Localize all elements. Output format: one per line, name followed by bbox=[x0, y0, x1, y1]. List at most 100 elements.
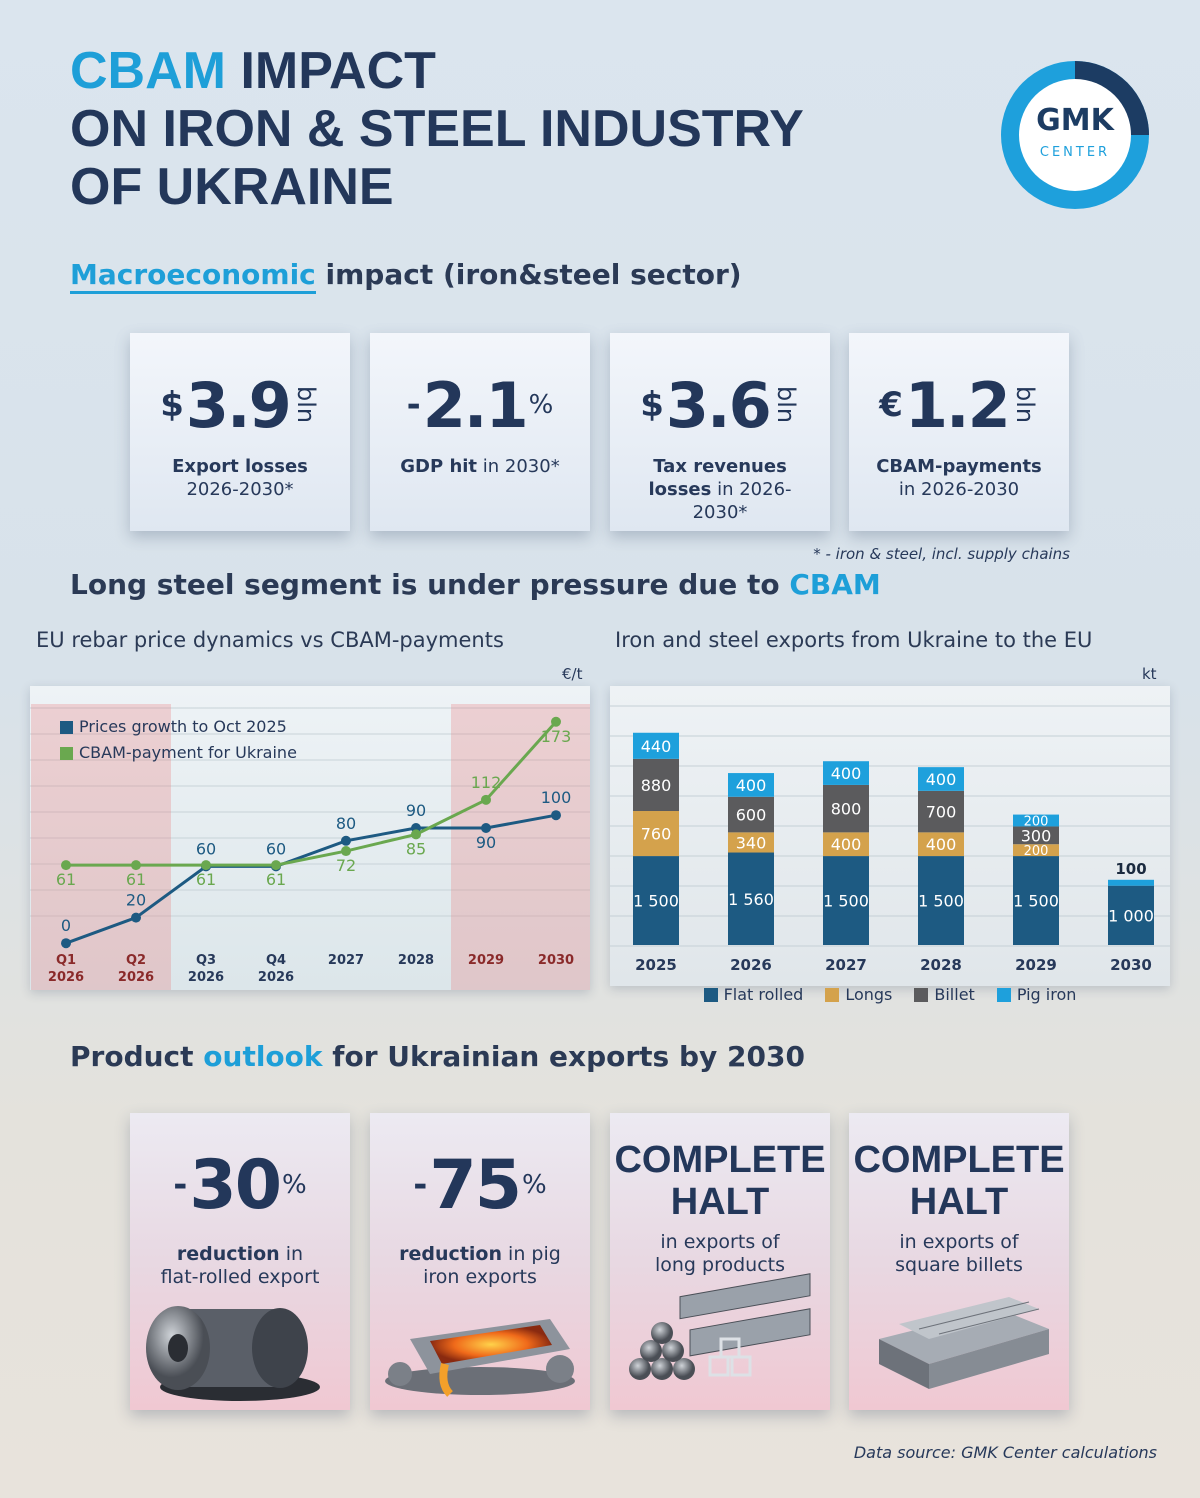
title-line: OF UKRAINE bbox=[70, 158, 394, 216]
value-label: 112 bbox=[471, 773, 502, 792]
illustration bbox=[629, 1273, 811, 1380]
outlook-label-text: in pig iron exports bbox=[423, 1243, 561, 1288]
shaded-range bbox=[31, 704, 171, 990]
bar-segment bbox=[1108, 885, 1154, 945]
point bbox=[481, 794, 491, 805]
value-label: 60 bbox=[266, 839, 286, 858]
x-tick-label: 2029 bbox=[1015, 956, 1057, 974]
value-label: 72 bbox=[336, 856, 356, 875]
value-label: 880 bbox=[641, 776, 672, 795]
outlook-card: -30% reduction in flat-rolled export bbox=[130, 1113, 350, 1410]
kpi-unit: bln bbox=[771, 386, 800, 424]
illustration bbox=[385, 1319, 575, 1397]
section-heading: Long steel segment is under pressure due… bbox=[70, 568, 881, 601]
bar-segment bbox=[823, 856, 869, 945]
point bbox=[481, 823, 491, 833]
kpi-prefix: € bbox=[879, 385, 903, 425]
kpi-value: -2.1% bbox=[370, 355, 590, 455]
kpi-unit: % bbox=[528, 390, 554, 420]
bar-segment bbox=[1013, 844, 1059, 857]
legend-swatch bbox=[60, 720, 73, 734]
point bbox=[341, 846, 351, 857]
bar-segment bbox=[918, 790, 964, 833]
bar-segment bbox=[633, 856, 679, 945]
bar-segment bbox=[728, 796, 774, 833]
outlook-card: COMPLETE HALT in exports of square billet… bbox=[849, 1113, 1069, 1410]
kpi-card: $3.6 bln Tax revenues losses in 2026-2030* bbox=[610, 333, 830, 531]
kpi-label-text: in 2030* bbox=[482, 456, 560, 477]
value-label: 1 500 bbox=[918, 892, 964, 911]
heading-text: impact (iron&steel sector) bbox=[325, 258, 742, 291]
kpi-prefix: $ bbox=[160, 385, 184, 425]
bar-segment bbox=[918, 767, 964, 791]
point bbox=[131, 912, 141, 923]
kpi-label-bold: CBAM-payments bbox=[876, 456, 1042, 477]
line-chart: 0 20 60 60 80 90 90 100 61 61 61 61 72 85 112 173 Q1 202… bbox=[30, 686, 590, 990]
value-label: 61 bbox=[196, 870, 216, 889]
legend-item: Flat rolled bbox=[703, 985, 803, 1004]
outlook-label-text: in exports of square billets bbox=[895, 1231, 1023, 1276]
source: Data source: GMK Center calculations bbox=[853, 1443, 1157, 1462]
point bbox=[201, 860, 211, 871]
bar-segment bbox=[823, 832, 869, 857]
legend-item: Longs bbox=[825, 985, 892, 1004]
value-label: 440 bbox=[641, 737, 672, 756]
point bbox=[411, 829, 421, 840]
outlook-label-text: in exports of long products bbox=[654, 1231, 786, 1276]
value-label: 0 bbox=[61, 916, 71, 935]
x-tick-label: 2027 bbox=[825, 956, 867, 974]
title-line: IMPACT bbox=[240, 42, 436, 100]
x-tick-label: 2026 bbox=[730, 956, 772, 974]
unit-label: €/t bbox=[562, 665, 583, 683]
section-heading: Product outlook for Ukrainian exports by… bbox=[70, 1040, 805, 1073]
outlook-label: in exports of square billets bbox=[849, 1223, 1069, 1277]
value-label: 100 bbox=[1115, 860, 1146, 878]
value-label: 340 bbox=[736, 833, 767, 852]
value-label: 1 500 bbox=[1013, 892, 1059, 911]
value-label: 1 500 bbox=[633, 892, 679, 911]
outlook-number: 30 bbox=[189, 1145, 282, 1225]
legend-item: CBAM-payment for Ukraine bbox=[60, 740, 297, 766]
outlook-unit: % bbox=[522, 1170, 547, 1200]
kpi-prefix: - bbox=[406, 385, 421, 425]
value-label: 400 bbox=[926, 770, 957, 789]
bar-chart: 1 500 760 880 440 2025 1 560 340 600 400 2026 1 50… bbox=[610, 686, 1170, 986]
bar-segment bbox=[823, 784, 869, 833]
value-label: 173 bbox=[541, 727, 572, 746]
legend-swatch bbox=[60, 746, 73, 760]
kpi-prefix: $ bbox=[640, 385, 664, 425]
heading-accent: Macroeconomic bbox=[70, 258, 316, 294]
kpi-value: €1.2 bln bbox=[849, 355, 1069, 455]
bar-segment bbox=[1108, 879, 1154, 886]
heading-text: Long steel segment is under pressure due… bbox=[70, 568, 780, 601]
bar-segment bbox=[823, 761, 869, 785]
x-tick-label: 2030 bbox=[537, 953, 575, 968]
legend-text: CBAM-payment for Ukraine bbox=[79, 743, 297, 762]
title: CBAM IMPACT ON IRON & STEEL INDUSTRY OF … bbox=[70, 42, 804, 216]
plot: 1 500 760 880 440 2025 1 560 340 600 400 2026 1 50… bbox=[610, 705, 1170, 974]
logo-name: GMK bbox=[1036, 103, 1115, 138]
outlook-card: -75% reduction in pig iron exports bbox=[370, 1113, 590, 1410]
value-label: 800 bbox=[831, 800, 862, 819]
outlook-prefix: - bbox=[413, 1165, 428, 1205]
outlook-headline: COMPLETE HALT bbox=[853, 1139, 1065, 1223]
kpi-label-bold: GDP hit bbox=[400, 456, 478, 477]
chart-title: EU rebar price dynamics vs CBAM-payments bbox=[36, 628, 504, 652]
footnote: * - iron & steel, incl. supply chains bbox=[813, 545, 1070, 563]
value-label: 1 500 bbox=[823, 892, 869, 911]
legend-text: Longs bbox=[845, 985, 893, 1004]
point bbox=[61, 860, 71, 871]
outlook-label: reduction in pig iron exports bbox=[370, 1235, 590, 1289]
bar-segment bbox=[918, 832, 964, 857]
value-label: 400 bbox=[831, 835, 862, 854]
kpi-value: $3.9 bln bbox=[130, 355, 350, 455]
value-label: 80 bbox=[336, 814, 356, 833]
legend-swatch bbox=[996, 987, 1011, 1002]
kpi-number: 2.1 bbox=[422, 368, 529, 442]
bar-segment bbox=[633, 758, 679, 812]
x-tick-label: Q3 2026 bbox=[187, 953, 225, 985]
point bbox=[131, 860, 141, 871]
value-label: 20 bbox=[126, 891, 146, 910]
outlook-label-bold: reduction bbox=[176, 1243, 280, 1265]
